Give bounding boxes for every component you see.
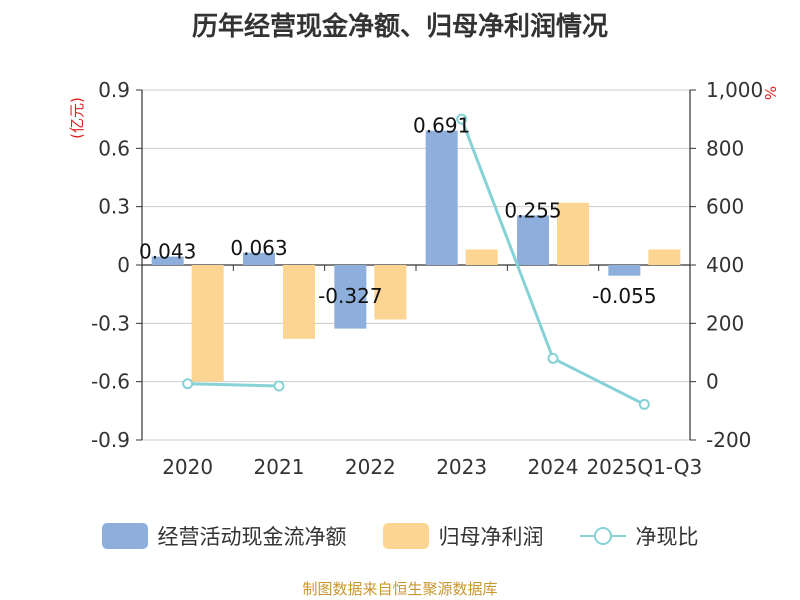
right-tick-label: 600 (706, 195, 744, 219)
legend-item-cash-ratio[interactable]: 净现比 (579, 521, 699, 551)
data-label-cashflow: 0.691 (413, 114, 470, 138)
left-tick-label: -0.3 (91, 311, 130, 335)
point-cash-ratio (273, 380, 285, 392)
right-tick-label: 0 (706, 370, 719, 394)
category-label: 2025Q1-Q3 (586, 455, 702, 479)
legend-swatch-cash-ratio (579, 523, 626, 549)
right-tick-label: 400 (706, 253, 744, 277)
left-unit-label: (亿元) (68, 97, 86, 139)
legend: 经营活动现金流净额 归母净利润 净现比 (0, 520, 800, 552)
right-tick-label: 1,000 (706, 78, 763, 102)
bar-cashflow (517, 215, 549, 265)
bar-net-profit (557, 202, 589, 265)
data-label-cashflow: 0.043 (139, 240, 196, 264)
bar-cashflow (608, 265, 641, 276)
point-cash-ratio (456, 113, 468, 125)
left-tick-label: -0.9 (91, 428, 130, 452)
right-tick-label: 200 (706, 311, 744, 335)
category-label: 2020 (162, 455, 213, 479)
category-label: 2024 (528, 455, 579, 479)
legend-label-net-profit: 归母净利润 (438, 525, 544, 549)
legend-swatch-cashflow (101, 523, 148, 549)
left-tick-label: 0.6 (98, 136, 130, 160)
right-tick-label: -200 (706, 428, 751, 452)
legend-item-net-profit[interactable]: 归母净利润 (382, 521, 544, 551)
left-tick-label: 0.3 (98, 195, 130, 219)
data-label-cashflow: -0.327 (318, 284, 382, 308)
bar-cashflow (151, 256, 184, 265)
right-tick-label: 800 (706, 136, 744, 160)
category-label: 2022 (345, 455, 396, 479)
data-label-cashflow: -0.055 (592, 284, 656, 308)
left-tick-label: 0.9 (98, 78, 130, 102)
point-cash-ratio (547, 352, 559, 364)
legend-item-cashflow[interactable]: 经营活动现金流净额 (101, 521, 347, 551)
legend-swatch-net-profit (382, 523, 429, 549)
line-cash-ratio (187, 382, 280, 388)
category-label: 2021 (254, 455, 305, 479)
category-label: 2023 (436, 455, 487, 479)
legend-label-cash-ratio: 净现比 (635, 525, 699, 549)
chart-title: 历年经营现金净额、归母净利润情况 (191, 12, 608, 42)
bar-net-profit (191, 265, 224, 382)
bar-cashflow (425, 130, 458, 265)
point-cash-ratio (182, 378, 194, 390)
bar-cashflow (334, 265, 367, 329)
right-unit-label: % (761, 86, 779, 100)
data-label-cashflow: 0.063 (230, 236, 287, 260)
left-tick-label: -0.6 (91, 370, 130, 394)
source-note: 制图数据来自恒生聚源数据库 (302, 580, 498, 598)
data-label-cashflow: 0.255 (504, 198, 561, 222)
bar-net-profit (465, 249, 498, 265)
legend-label-cashflow: 经营活动现金流净额 (157, 525, 347, 549)
bar-net-profit (648, 249, 681, 265)
left-tick-label: 0 (117, 253, 130, 277)
bar-net-profit (283, 265, 315, 339)
bar-cashflow (243, 252, 275, 265)
bar-net-profit (374, 265, 407, 320)
point-cash-ratio (638, 398, 650, 410)
